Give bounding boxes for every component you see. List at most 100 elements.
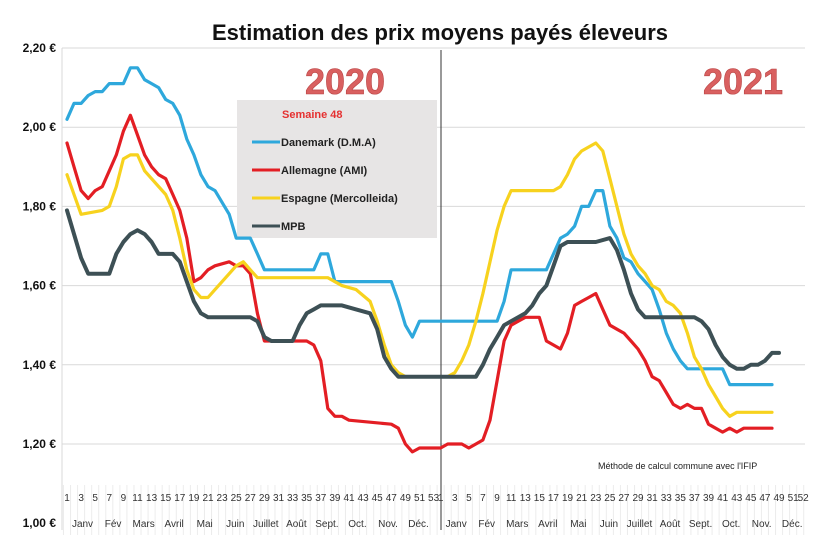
- x-tick-week: 53: [428, 493, 440, 504]
- x-tick-week: 9: [121, 493, 127, 504]
- x-tick-week: 9: [494, 493, 500, 504]
- x-tick-week: 49: [400, 493, 412, 504]
- x-month-label: Nov.: [378, 519, 398, 530]
- x-tick-week: 5: [92, 493, 98, 504]
- x-tick-week: 31: [273, 493, 285, 504]
- x-month-label: Août: [286, 519, 307, 530]
- x-tick-week: 45: [372, 493, 384, 504]
- x-tick-week: 7: [480, 493, 486, 504]
- x-month-label: Juillet: [253, 519, 279, 530]
- legend: Semaine 48 Danemark (D.M.A) Allemagne (AM…: [237, 100, 437, 238]
- x-tick-week: 49: [773, 493, 785, 504]
- x-tick-week: 39: [703, 493, 715, 504]
- x-month-label: Juin: [226, 519, 244, 530]
- x-tick-week: 21: [576, 493, 588, 504]
- x-month-label: Avril: [538, 519, 557, 530]
- x-tick-week: 19: [562, 493, 574, 504]
- x-tick-week: 5: [466, 493, 472, 504]
- year-label-2020: 2020: [305, 61, 385, 102]
- y-tick-label: 1,40 €: [23, 358, 57, 372]
- x-month-label: Avril: [165, 519, 184, 530]
- x-tick-week: 17: [548, 493, 560, 504]
- x-tick-week: 17: [174, 493, 186, 504]
- x-tick-week: 31: [647, 493, 659, 504]
- y-tick-label: 1,00 €: [23, 516, 57, 530]
- y-tick-label: 2,20 €: [23, 41, 57, 55]
- x-tick-week: 41: [343, 493, 355, 504]
- x-month-label: Oct.: [722, 519, 740, 530]
- x-month-label: Déc.: [408, 519, 429, 530]
- y-tick-label: 1,60 €: [23, 279, 57, 293]
- x-month-label: Janv: [446, 519, 467, 530]
- x-tick-week: 43: [358, 493, 370, 504]
- x-tick-week: 23: [217, 493, 229, 504]
- x-tick-week: 25: [604, 493, 616, 504]
- x-tick-week: 1: [64, 493, 70, 504]
- x-tick-week: 11: [506, 493, 517, 504]
- series-lines: [65, 66, 781, 454]
- x-tick-week: 29: [632, 493, 644, 504]
- legend-label: Danemark (D.M.A): [281, 137, 376, 149]
- x-tick-week: 37: [689, 493, 701, 504]
- x-tick-week: 25: [231, 493, 243, 504]
- series-line-espagne-mercolleida: [65, 141, 774, 418]
- x-tick-week: 51: [788, 493, 800, 504]
- x-tick-week: 29: [259, 493, 271, 504]
- legend-label: MPB: [281, 221, 306, 233]
- x-tick-week: 47: [759, 493, 771, 504]
- legend-title: Semaine 48: [282, 109, 343, 121]
- x-month-label: Sept.: [315, 519, 338, 530]
- x-tick-week: 13: [146, 493, 158, 504]
- x-month-label: Août: [660, 519, 681, 530]
- method-note: Méthode de calcul commune avec l'IFIP: [598, 461, 757, 471]
- series-line-allemagne-ami: [65, 113, 774, 454]
- x-month-label: Mai: [197, 519, 213, 530]
- x-month-label: Juin: [600, 519, 618, 530]
- x-tick-week: 3: [78, 493, 84, 504]
- x-tick-week: 15: [534, 493, 546, 504]
- legend-label: Allemagne (AMI): [281, 165, 368, 177]
- legend-label: Espagne (Mercolleida): [281, 193, 398, 205]
- x-month-label: Fév: [478, 519, 495, 530]
- x-tick-week: 37: [315, 493, 327, 504]
- x-tick-week: 27: [245, 493, 257, 504]
- x-tick-week: 41: [717, 493, 729, 504]
- chart-title: Estimation des prix moyens payés éleveur…: [212, 20, 668, 45]
- x-tick-week: 43: [731, 493, 743, 504]
- x-month-label: Mars: [506, 519, 528, 530]
- x-tick-week: 52: [798, 493, 810, 504]
- x-tick-week: 35: [675, 493, 687, 504]
- x-tick-week: 39: [329, 493, 341, 504]
- x-tick-week: 11: [132, 493, 143, 504]
- x-tick-week: 51: [414, 493, 426, 504]
- x-month-label: Juillet: [627, 519, 653, 530]
- x-month-label: Déc.: [782, 519, 803, 530]
- x-tick-week: 35: [301, 493, 313, 504]
- year-label-2021: 2021: [703, 61, 783, 102]
- x-tick-week: 47: [386, 493, 398, 504]
- x-tick-week: 27: [618, 493, 630, 504]
- x-tick-week: 15: [160, 493, 172, 504]
- x-month-label: Oct.: [348, 519, 366, 530]
- series-line-danemark-d-m-a: [65, 66, 774, 387]
- x-month-label: Mai: [570, 519, 586, 530]
- x-axis-ticks: 1 3 5 7 9 11 13 15 17 19 21 23 25 27 29 31 33 35 37 39 41 43 4…: [64, 493, 809, 530]
- x-tick-week: 3: [452, 493, 458, 504]
- series-line-mpb: [65, 208, 781, 379]
- y-tick-label: 1,80 €: [23, 199, 57, 213]
- y-tick-label: 2,00 €: [23, 120, 57, 134]
- x-tick-week: 33: [661, 493, 673, 504]
- x-month-label: Sept.: [689, 519, 712, 530]
- x-tick-week: 19: [188, 493, 200, 504]
- x-tick-week: 33: [287, 493, 299, 504]
- x-tick-week: 45: [745, 493, 757, 504]
- x-tick-week: 7: [107, 493, 113, 504]
- x-month-label: Fév: [105, 519, 122, 530]
- x-tick-week: 23: [590, 493, 602, 504]
- x-month-label: Mars: [132, 519, 154, 530]
- x-month-label: Janv: [72, 519, 93, 530]
- y-axis-ticks: 1,00 € 1,20 € 1,40 € 1,60 € 1,80 € 2,00 € 2,20…: [23, 41, 57, 530]
- y-tick-label: 1,20 €: [23, 437, 57, 451]
